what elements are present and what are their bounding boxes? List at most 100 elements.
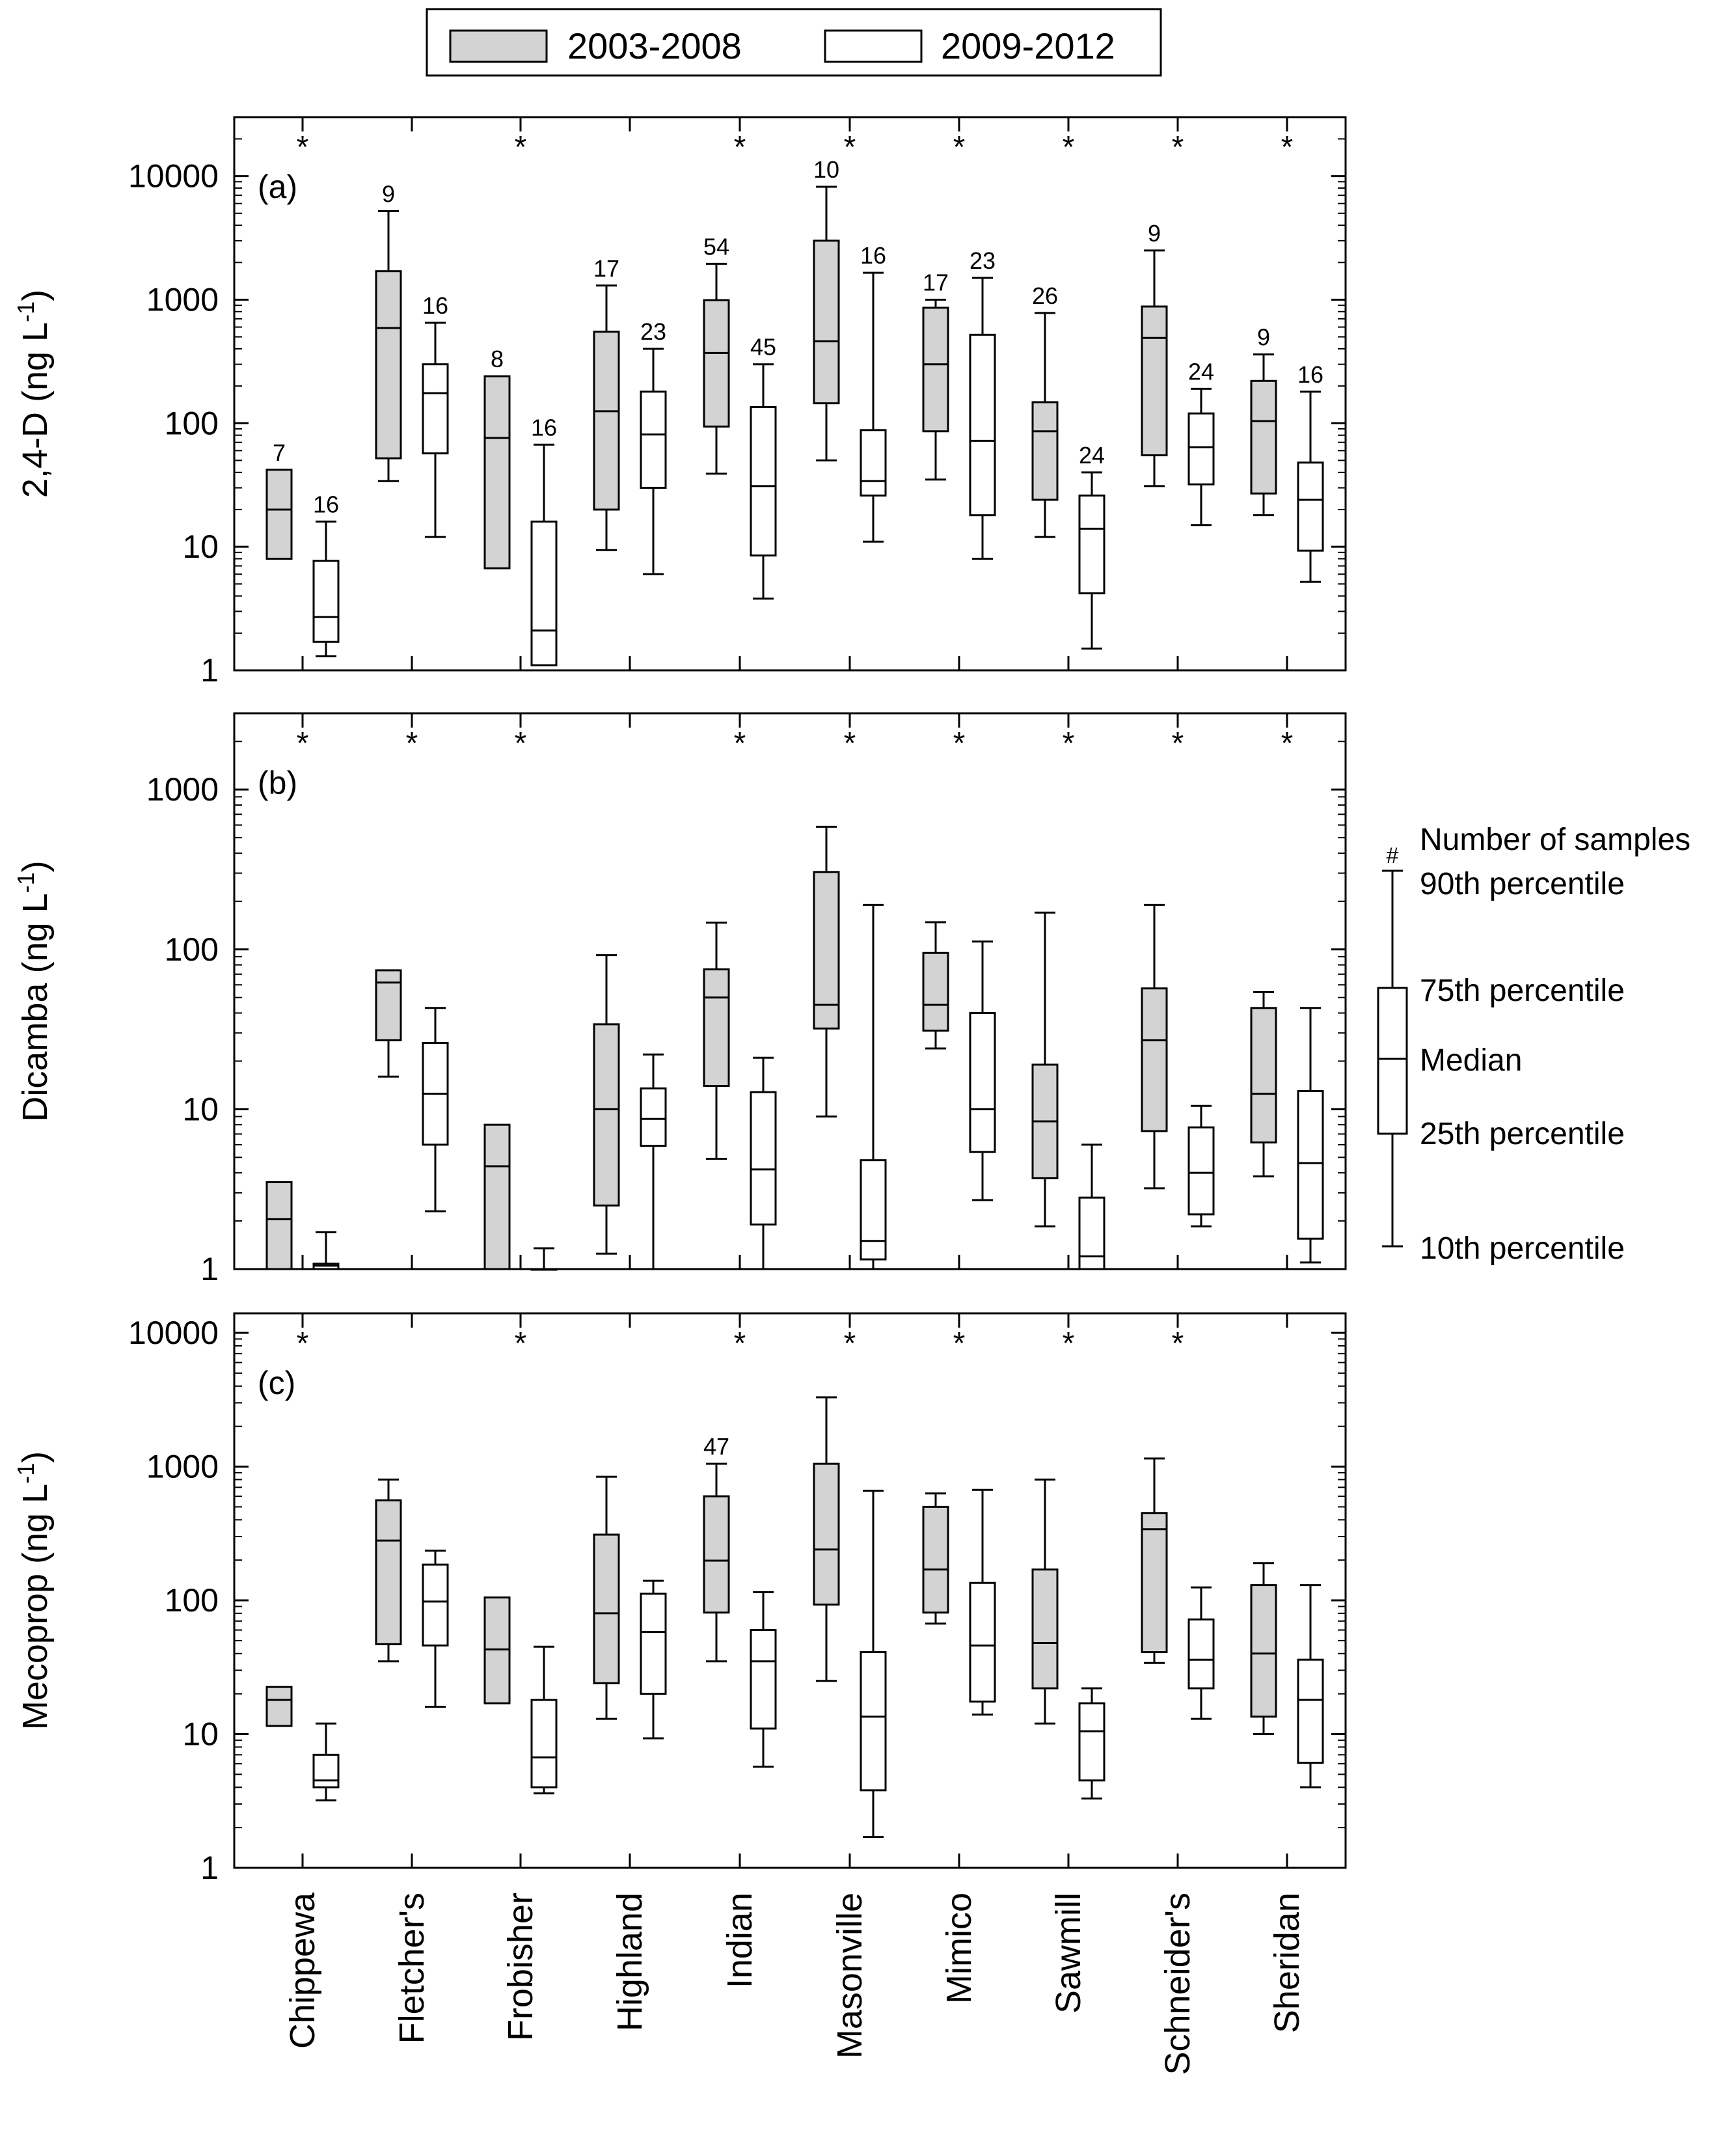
- iqr-box: [813, 871, 840, 1030]
- y-axis-title: Mecoprop (ng L-1): [12, 1451, 55, 1730]
- significance-star: *: [515, 1326, 527, 1361]
- site-label: Highland: [610, 1893, 649, 2031]
- y-tick-label: 10000: [128, 1315, 219, 1351]
- significance-star: *: [844, 130, 856, 165]
- iqr-box: [265, 469, 293, 560]
- iqr-box: [1141, 305, 1168, 457]
- box-early: [483, 1596, 511, 1704]
- sample-count: 17: [923, 269, 949, 295]
- legend-frame: [426, 8, 1162, 77]
- sample-count: 45: [750, 334, 776, 361]
- significance-star: *: [734, 1326, 746, 1361]
- site-label: Frobisher: [501, 1893, 540, 2041]
- sample-count: 10: [813, 156, 839, 183]
- site-labels: Chippewa Fletcher's Frobisher Highland India…: [283, 1892, 1307, 2075]
- significance-star: *: [515, 130, 527, 165]
- site-label: Sheridan: [1268, 1893, 1307, 2033]
- iqr-box: [1078, 1702, 1105, 1782]
- box-early: [703, 922, 730, 1160]
- significance-star: *: [1172, 726, 1184, 761]
- box-late: 24: [1187, 358, 1215, 527]
- iqr-box: [1297, 461, 1324, 552]
- box-late: [530, 1247, 558, 1271]
- box-late: [1187, 1586, 1215, 1720]
- iqr-box: [265, 1181, 293, 1270]
- panel-label: (c): [258, 1365, 295, 1401]
- sample-count: 7: [273, 439, 286, 466]
- iqr-box: [1141, 987, 1168, 1132]
- significance-star: *: [1281, 726, 1294, 761]
- iqr-box: [703, 299, 730, 428]
- iqr-box: [375, 969, 402, 1041]
- iqr-box: [1031, 1568, 1059, 1689]
- iqr-box: [969, 1581, 996, 1703]
- y-tick-label: 1: [200, 652, 219, 689]
- y-axis-title: Dicamba (ng L-1): [12, 860, 55, 1121]
- y-tick-label: 1: [200, 1850, 219, 1886]
- sample-count: 9: [1148, 220, 1161, 247]
- box-late: 16: [422, 292, 449, 538]
- sample-count: 16: [531, 414, 557, 441]
- box-early: 8: [483, 346, 511, 569]
- significance-star: *: [1063, 1326, 1075, 1361]
- iqr-box: [1078, 494, 1105, 595]
- iqr-box: [860, 1159, 887, 1261]
- box-late: 45: [750, 334, 777, 600]
- box-early: [265, 1181, 293, 1270]
- iqr-box: [969, 333, 996, 517]
- sample-count: 17: [593, 255, 619, 282]
- iqr-box: [922, 1505, 949, 1614]
- box-early: [922, 921, 949, 1050]
- panel-label: (a): [258, 169, 297, 205]
- box-early: 9: [1141, 220, 1168, 487]
- box-late: 16: [1297, 361, 1324, 583]
- box-early: [1141, 1457, 1168, 1664]
- significance-star: *: [734, 726, 746, 761]
- iqr-box: [312, 1753, 340, 1788]
- iqr-box: [312, 560, 340, 643]
- panel-2: 1 10 100 1000 (b) Dicamba (ng L-1) * * * * * * * * *: [12, 712, 1347, 1287]
- y-tick-label: 1: [200, 1251, 219, 1287]
- sample-count: 24: [1188, 358, 1214, 385]
- box-late: [530, 1645, 558, 1795]
- key-p90-label: 90th percentile: [1420, 867, 1625, 901]
- plot-frame: [233, 116, 1347, 672]
- iqr-box: [1031, 401, 1059, 501]
- iqr-box: [1297, 1089, 1324, 1240]
- iqr-box: [593, 331, 620, 511]
- sample-count: 9: [1257, 324, 1270, 351]
- significance-star: *: [515, 726, 527, 761]
- key-p10-label: 10th percentile: [1420, 1231, 1625, 1266]
- significance-star: *: [297, 1326, 309, 1361]
- iqr-box: [483, 1123, 511, 1270]
- legend-swatch-2003-2008: [449, 29, 548, 63]
- iqr-box: [265, 1686, 293, 1727]
- iqr-box: [922, 307, 949, 433]
- iqr-box: [483, 1596, 511, 1704]
- iqr-box: [375, 270, 402, 459]
- box-late: [312, 1231, 340, 1270]
- iqr-box: [750, 406, 777, 557]
- sample-count: 16: [860, 242, 886, 269]
- iqr-box: [860, 1651, 887, 1792]
- box-late: [750, 1056, 777, 1269]
- box-early: 9: [375, 181, 402, 482]
- y-tick-label: 10: [182, 1716, 219, 1753]
- box-late: [969, 1488, 996, 1716]
- iqr-box: [640, 1087, 667, 1147]
- iqr-box: [593, 1533, 620, 1684]
- box-late: 16: [530, 414, 558, 666]
- box-early: [375, 1478, 402, 1663]
- significance-star: *: [297, 726, 309, 761]
- significance-star: *: [734, 130, 746, 165]
- sample-count: 24: [1079, 442, 1105, 469]
- iqr-box: [530, 1699, 558, 1788]
- significance-star: *: [1172, 130, 1184, 165]
- box-early: 9: [1250, 324, 1277, 517]
- site-label: Chippewa: [283, 1892, 322, 2049]
- site-label: Masonville: [830, 1893, 869, 2059]
- box-early: [1250, 1562, 1277, 1736]
- box-key: # Number of samples 90th percentile 75th…: [1377, 823, 1690, 1266]
- chart-panels: 1 10 100 1000 10000 (a) 2,4-D (ng L-1) * * * * * * * *…: [12, 116, 1347, 1886]
